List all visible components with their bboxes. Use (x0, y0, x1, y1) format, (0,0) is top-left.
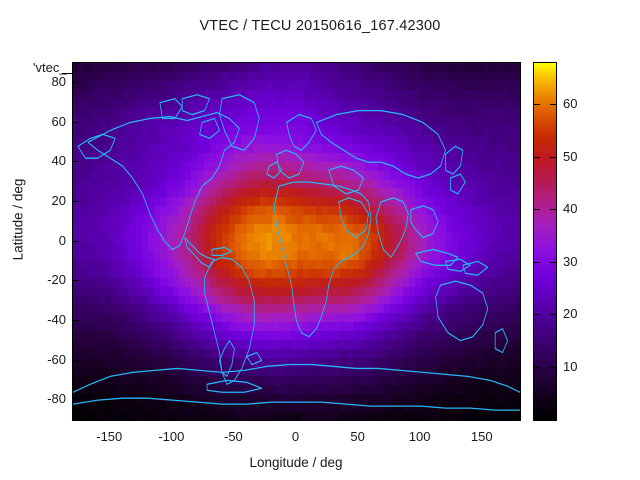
y-tick-label: 40 (51, 153, 66, 169)
colorbar-tick-mark (534, 209, 540, 210)
colorbar-tick-label: 40 (563, 201, 578, 216)
x-tick-label: 100 (408, 429, 431, 444)
y-tick-label: -40 (47, 311, 66, 327)
colorbar-gradient (534, 63, 556, 420)
x-tick-mark (109, 414, 110, 420)
colorbar-tick-mark (534, 314, 540, 315)
y-tick-label: -60 (47, 351, 66, 367)
y-tick-mark (73, 201, 79, 202)
x-tick-label: -50 (224, 429, 243, 444)
y-tick-label: 20 (51, 192, 66, 208)
x-tick-label: 50 (350, 429, 365, 444)
y-tick-mark (73, 161, 79, 162)
y-tick-label: 60 (51, 113, 66, 129)
coastline-overlay (73, 94, 520, 411)
colorbar-tick-mark (534, 104, 540, 105)
y-tick-mark (73, 360, 79, 361)
colorbar-tick-label: 20 (563, 306, 578, 321)
colorbar-tick-label: 10 (563, 358, 578, 374)
vtec-raster (73, 63, 520, 420)
x-tick-mark (296, 414, 297, 420)
y-tick-mark (73, 399, 79, 400)
x-tick-mark (171, 414, 172, 420)
y-tick-mark (73, 241, 79, 242)
map-plot-area (72, 62, 521, 421)
x-tick-mark (420, 414, 421, 420)
x-tick-mark (358, 414, 359, 420)
y-tick-label: 80 (51, 73, 66, 89)
y-tick-label: -20 (47, 272, 66, 288)
colorbar-tick-mark (550, 209, 556, 210)
colorbar-tick-mark (534, 157, 540, 158)
colorbar (533, 62, 557, 421)
y-tick-label: -80 (47, 391, 66, 407)
x-axis-label: Longitude / deg (249, 455, 343, 470)
x-tick-mark (233, 414, 234, 420)
x-tick-label: 0 (291, 429, 300, 444)
y-tick-mark (73, 82, 79, 83)
x-tick-label: -100 (158, 429, 185, 444)
key-sample-line (62, 73, 74, 74)
x-tick-label: -150 (96, 429, 123, 444)
y-tick-mark (73, 122, 79, 123)
key-label-artifact: 'vtec_ (33, 60, 67, 75)
x-tick-label: 150 (470, 429, 493, 444)
colorbar-tick-mark (550, 367, 556, 368)
colorbar-tick-label: 60 (563, 96, 578, 111)
colorbar-tick-mark (550, 157, 556, 158)
y-tick-mark (73, 320, 79, 321)
colorbar-tick-label: 50 (563, 148, 578, 164)
colorbar-tick-label: 30 (563, 253, 578, 269)
colorbar-tick-mark (534, 262, 540, 263)
page-title: VTEC / TECU 20150616_167.42300 (199, 18, 441, 34)
colorbar-tick-mark (550, 104, 556, 105)
y-axis-label: Latitude / deg (10, 178, 26, 261)
y-tick-mark (73, 280, 79, 281)
colorbar-tick-mark (550, 314, 556, 315)
colorbar-tick-mark (550, 262, 556, 263)
x-tick-mark (482, 414, 483, 420)
y-tick-label: 0 (58, 232, 66, 248)
colorbar-tick-mark (534, 367, 540, 368)
